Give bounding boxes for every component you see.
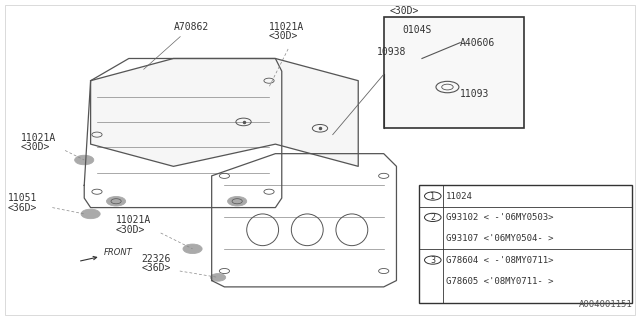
Text: A004001151: A004001151	[579, 300, 632, 309]
Text: <30D>: <30D>	[269, 31, 298, 42]
Circle shape	[424, 213, 441, 221]
Text: 3: 3	[430, 256, 435, 265]
Bar	[419, 185, 632, 303]
Text: <36D>: <36D>	[8, 203, 37, 213]
Circle shape	[183, 244, 202, 253]
Circle shape	[75, 155, 94, 165]
Text: 11093: 11093	[460, 89, 490, 99]
Text: 10938: 10938	[378, 47, 407, 57]
Circle shape	[81, 209, 100, 219]
Text: 2: 2	[430, 213, 435, 222]
Text: 1: 1	[430, 192, 435, 201]
Text: G93107 <'06MY0504- >: G93107 <'06MY0504- >	[445, 234, 553, 243]
Text: 11021A: 11021A	[269, 22, 304, 32]
Text: G78604 < -'08MY0711>: G78604 < -'08MY0711>	[445, 256, 553, 265]
Text: <30D>: <30D>	[20, 142, 50, 153]
Circle shape	[424, 256, 441, 264]
Polygon shape	[91, 59, 358, 166]
Text: 11021A: 11021A	[116, 215, 151, 226]
Text: <30D>: <30D>	[116, 225, 145, 235]
Text: 22326: 22326	[141, 253, 171, 263]
Text: G93102 < -'06MY0503>: G93102 < -'06MY0503>	[445, 213, 553, 222]
Circle shape	[211, 274, 226, 281]
Text: G78605 <'08MY0711- >: G78605 <'08MY0711- >	[445, 277, 553, 286]
Text: 0104S: 0104S	[403, 25, 432, 35]
Circle shape	[228, 196, 246, 206]
Text: 11051: 11051	[8, 193, 37, 203]
Circle shape	[106, 196, 125, 206]
Text: A40606: A40606	[460, 38, 495, 48]
Bar	[384, 17, 524, 128]
Text: FRONT: FRONT	[81, 248, 132, 261]
Text: 11024: 11024	[445, 192, 472, 201]
Text: <30D>: <30D>	[390, 6, 419, 16]
Circle shape	[424, 192, 441, 200]
Text: 11021A: 11021A	[20, 133, 56, 143]
Text: <36D>: <36D>	[141, 263, 171, 273]
Text: A70862: A70862	[143, 22, 209, 69]
